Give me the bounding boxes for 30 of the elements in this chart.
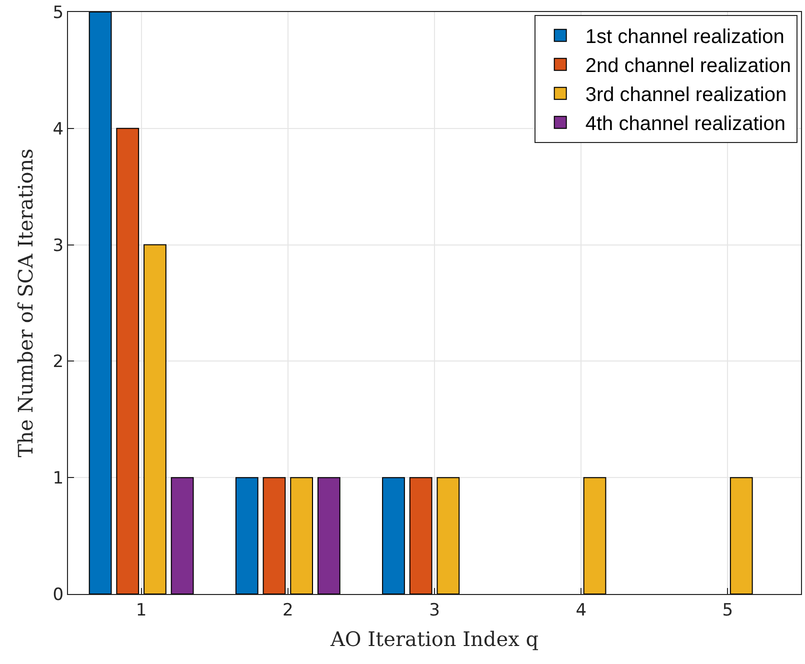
bar <box>730 477 753 594</box>
bar <box>382 477 405 594</box>
bar <box>144 244 166 594</box>
x-tick-label: 1 <box>136 600 147 620</box>
bar <box>436 477 460 594</box>
bar <box>317 477 340 594</box>
y-tick-label: 2 <box>52 352 64 372</box>
y-tick-label: 5 <box>52 2 64 23</box>
x-tick-label: 4 <box>576 600 587 620</box>
y-axis-title: The Number of SCA Iterations <box>13 148 38 458</box>
x-tick-label: 3 <box>429 600 440 620</box>
bar <box>583 477 606 594</box>
bar <box>235 477 258 594</box>
bar <box>290 477 314 594</box>
y-tick-label: 3 <box>52 236 64 256</box>
bar <box>409 477 432 594</box>
bar <box>88 12 112 594</box>
y-tick-label: 4 <box>52 119 64 140</box>
y-tick-label: 1 <box>52 468 64 489</box>
x-tick-label: 5 <box>722 600 734 620</box>
bar <box>116 128 140 594</box>
bar <box>170 477 194 594</box>
legend-label: 4th channel realization <box>585 113 786 136</box>
legend-label: 1st channel realization <box>585 26 784 48</box>
bar <box>262 477 286 594</box>
x-axis-title: AO Iteration Index q <box>329 626 539 651</box>
x-tick-label: 2 <box>282 600 294 620</box>
legend-label: 2nd channel realization <box>585 55 792 78</box>
legend-label: 3rd channel realization <box>585 84 787 106</box>
y-tick-label: 0 <box>52 584 64 605</box>
